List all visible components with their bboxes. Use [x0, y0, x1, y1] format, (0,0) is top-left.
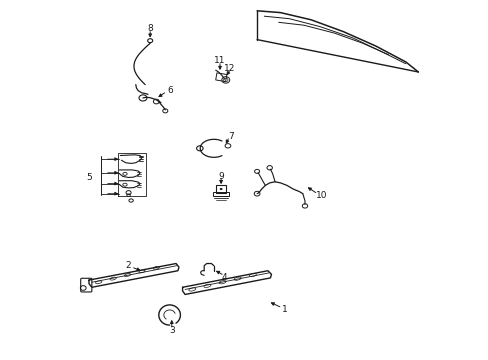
Bar	[212, 192, 229, 196]
Text: 3: 3	[168, 326, 174, 335]
Text: 7: 7	[227, 132, 233, 141]
Bar	[215, 185, 226, 193]
Text: 5: 5	[86, 173, 92, 182]
Bar	[215, 73, 226, 82]
Text: 9: 9	[218, 172, 224, 181]
Text: 8: 8	[147, 24, 153, 33]
Text: 10: 10	[316, 191, 327, 199]
Text: 1: 1	[282, 305, 287, 314]
Ellipse shape	[219, 188, 222, 190]
Text: 2: 2	[125, 261, 131, 270]
Text: 12: 12	[224, 64, 235, 73]
Text: 11: 11	[214, 56, 225, 65]
Text: 6: 6	[167, 86, 172, 95]
Text: 4: 4	[222, 274, 227, 282]
